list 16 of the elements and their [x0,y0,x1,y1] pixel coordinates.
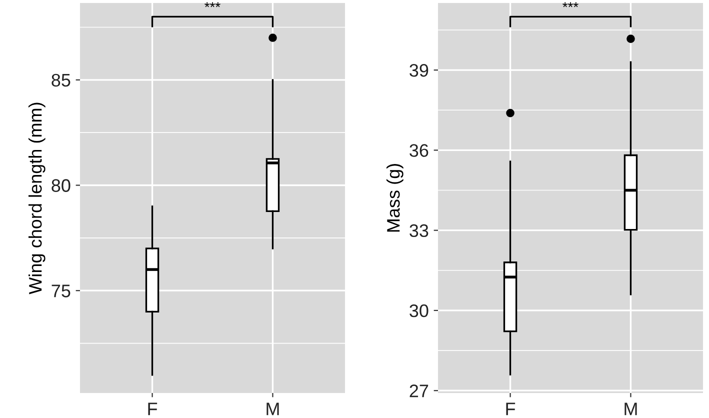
y-tick-label: 80 [52,179,70,192]
x-tick-label: M [624,402,637,416]
y-tick-label: 36 [410,144,428,157]
x-tick-label: F [148,402,158,416]
y-axis-title: Wing chord length (mm) [28,102,46,294]
x-tick-label: M [266,402,279,416]
y-tick-label: 33 [410,224,428,238]
y-tick-label: 30 [410,304,428,318]
annotation: *** [204,2,220,8]
y-tick-label: 85 [52,74,70,87]
y-axis-title: Mass (g) [386,164,404,232]
y-tick-label: 27 [410,384,428,398]
y-tick-label: 39 [410,64,428,77]
x-tick-label: F [506,402,516,416]
annotation: *** [562,2,578,8]
y-tick-label: 75 [52,284,70,298]
